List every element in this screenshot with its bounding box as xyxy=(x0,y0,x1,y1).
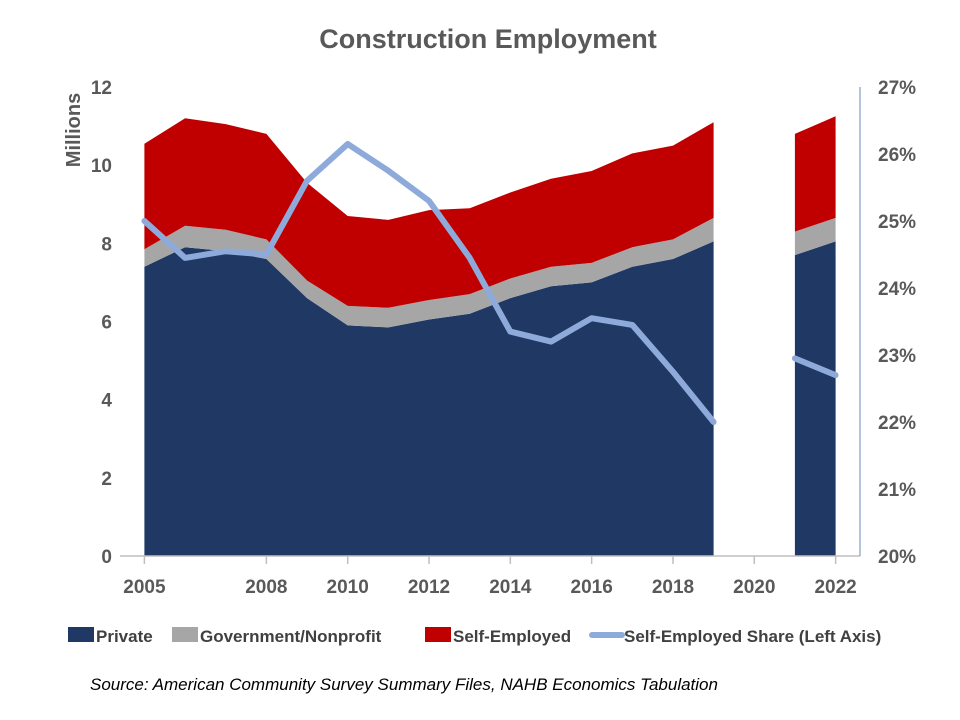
y2-tick-label: 25% xyxy=(878,212,916,233)
legend-item-self-employed: Self-Employed xyxy=(425,627,571,646)
legend-swatch xyxy=(172,627,198,642)
area-government-nonprofit-segment-1 xyxy=(144,217,714,328)
legend-label: Self-Employed xyxy=(453,627,571,646)
line-layer xyxy=(141,141,839,425)
x-tick-label: 2012 xyxy=(408,577,450,598)
y-tick-label: 8 xyxy=(101,234,112,255)
y2-tick-label: 22% xyxy=(878,413,916,434)
legend-label: Government/Nonprofit xyxy=(200,627,382,646)
x-tick-label: 2014 xyxy=(489,577,532,598)
legend-label: Private xyxy=(96,627,153,646)
x-tick-label: 2008 xyxy=(245,577,287,598)
y-tick-label: 10 xyxy=(91,156,112,177)
y2-tick-label: 20% xyxy=(878,547,916,568)
legend-item-self-employed-share-left-axis: Self-Employed Share (Left Axis) xyxy=(589,627,881,646)
legend: Private Government/Nonprofit Self-Employed… xyxy=(68,627,881,646)
x-tick-label: 2016 xyxy=(571,577,613,598)
x-tick-label: 2010 xyxy=(327,577,369,598)
line-self-employed-share-left-axis-segment-2 xyxy=(791,355,839,379)
y2-tick-label: 26% xyxy=(878,145,916,166)
legend-swatch xyxy=(425,627,451,642)
y-tick-label: 2 xyxy=(101,469,112,490)
area-government-nonprofit-segment-2 xyxy=(794,217,836,256)
area-private-segment-1 xyxy=(144,241,714,556)
y-tick-label: 4 xyxy=(101,391,112,412)
y-tick-label: 12 xyxy=(91,78,112,99)
x-tick-label: 2022 xyxy=(814,577,856,598)
y-tick-label: 6 xyxy=(101,313,112,334)
area-self-employed-segment-1 xyxy=(144,118,714,308)
chart-title: Construction Employment xyxy=(319,24,657,54)
line-self-employed-share-left-axis-segment-1 xyxy=(141,141,717,425)
y-axis-label: Millions xyxy=(63,93,85,167)
legend-label: Self-Employed Share (Left Axis) xyxy=(624,627,881,646)
source-note: Source: American Community Survey Summar… xyxy=(90,675,718,694)
y-tick-label: 0 xyxy=(101,547,112,568)
x-tick-label: 2018 xyxy=(652,577,694,598)
x-tick-label: 2020 xyxy=(733,577,775,598)
y2-tick-label: 21% xyxy=(878,480,916,501)
y2-tick-label: 23% xyxy=(878,346,916,367)
area-self-employed-segment-2 xyxy=(794,116,836,232)
y2-tick-label: 24% xyxy=(878,279,916,300)
area-private-segment-2 xyxy=(794,241,836,556)
axes: 0 2 4 6 8 10 12 20% 21% 22% 23% 24% 25% 26% 27% 2005 200… xyxy=(91,78,916,598)
legend-item-government-nonprofit: Government/Nonprofit xyxy=(172,627,382,646)
x-tick-label: 2005 xyxy=(123,577,166,598)
legend-swatch xyxy=(68,627,94,642)
y2-tick-label: 27% xyxy=(878,78,916,99)
area-layer xyxy=(144,116,836,556)
legend-item-private: Private xyxy=(68,627,153,646)
